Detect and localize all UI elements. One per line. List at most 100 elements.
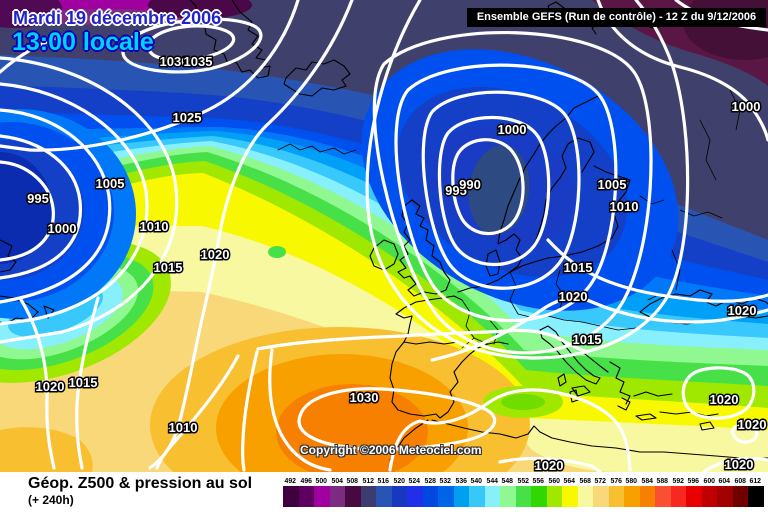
isobar-label: 1035: [184, 54, 213, 69]
scale-cell: [717, 486, 733, 507]
scale-cell: [484, 486, 500, 507]
scale-column: 604: [717, 476, 733, 507]
isobar-label: 995: [445, 183, 467, 198]
scale-column: 588: [655, 476, 671, 507]
scale-cell: [748, 486, 764, 507]
scale-cell: [639, 486, 655, 507]
isobar-label: 1015: [564, 260, 593, 275]
scale-value: 504: [331, 476, 343, 485]
scale-cell: [577, 486, 593, 507]
scale-cell: [407, 486, 423, 507]
scale-value: 592: [672, 476, 684, 485]
scale-value: 612: [749, 476, 762, 485]
isobar-label: 1000: [48, 221, 77, 236]
scale-cell: [515, 486, 531, 507]
scale-value: 560: [548, 476, 560, 485]
isobar-label: 1020: [535, 458, 564, 472]
scale-cell: [469, 486, 485, 507]
scale-column: 504: [329, 476, 345, 507]
scale-value: 524: [408, 476, 421, 485]
scale-column: 520: [391, 476, 407, 507]
scale-cell: [298, 486, 314, 507]
scale-column: 548: [500, 476, 516, 507]
scale-value: 588: [656, 476, 669, 485]
scale-column: 524: [407, 476, 423, 507]
scale-value: 572: [594, 476, 607, 485]
copyright-label: Copyright ©2006 Meteociel.com: [300, 443, 482, 457]
scale-value: 568: [579, 476, 591, 485]
scale-cell: [562, 486, 578, 507]
scale-value: 520: [393, 476, 405, 485]
scale-column: 552: [515, 476, 531, 507]
isobar-label: 1025: [173, 110, 202, 125]
scale-column: 596: [686, 476, 702, 507]
scale-column: 608: [732, 476, 748, 507]
isobar-label: 1010: [610, 199, 639, 214]
scale-cell: [546, 486, 562, 507]
scale-value: 580: [625, 476, 638, 485]
isobar-label: 1010: [140, 219, 169, 234]
scale-cell: [314, 486, 330, 507]
scale-cell: [686, 486, 702, 507]
scale-cell: [655, 486, 671, 507]
scale-cell: [593, 486, 609, 507]
isobar-label: 995: [27, 191, 49, 206]
scale-column: 508: [345, 476, 361, 507]
isobar-label: 1015: [69, 375, 98, 390]
scale-cell: [360, 486, 376, 507]
scale-column: 496: [298, 476, 314, 507]
scale-cell: [608, 486, 624, 507]
scale-value: 536: [455, 476, 467, 485]
scale-column: 536: [453, 476, 469, 507]
legend-title: Géop. Z500 & pression au sol: [28, 475, 253, 492]
model-run-banner: Ensemble GEFS (Run de contrôle) - 12 Z d…: [467, 8, 766, 27]
scale-cell: [391, 486, 407, 507]
scale-cell: [422, 486, 438, 507]
scale-value: 512: [362, 476, 374, 485]
scale-column: 600: [701, 476, 717, 507]
scale-value: 528: [424, 476, 436, 485]
isobar-label: 1000: [732, 99, 761, 114]
isobar-label: 1005: [598, 177, 627, 192]
scale-value: 576: [610, 476, 622, 485]
isobar-label: 1020: [725, 457, 754, 472]
scale-column: 612: [748, 476, 764, 507]
scale-column: 560: [546, 476, 562, 507]
isobar-label: 1020: [36, 379, 65, 394]
scale-value: 508: [346, 476, 359, 485]
scale-cell: [345, 486, 361, 507]
scale-column: 564: [562, 476, 578, 507]
isobar-label: 1015: [154, 260, 183, 275]
scale-column: 512: [360, 476, 376, 507]
isobar-label: 1020: [738, 417, 767, 432]
scale-column: 492: [283, 476, 299, 507]
isobar-label: 1000: [498, 122, 527, 137]
scale-value: 564: [563, 476, 576, 485]
scale-value: 548: [501, 476, 514, 485]
scale-cell: [732, 486, 748, 507]
scale-value: 540: [470, 476, 483, 485]
scale-cell: [624, 486, 640, 507]
isobar-label: 1005: [96, 176, 125, 191]
scale-column: 528: [422, 476, 438, 507]
scale-column: 556: [531, 476, 547, 507]
legend-band: Géop. Z500 & pression au sol (+ 240h) 49…: [0, 472, 768, 512]
scale-value: 596: [687, 476, 700, 485]
scale-cell: [438, 486, 454, 507]
scale-value: 584: [641, 476, 653, 485]
scale-cell: [670, 486, 686, 507]
scale-value: 600: [703, 476, 715, 485]
scale-value: 544: [486, 476, 498, 485]
scale-column: 580: [624, 476, 640, 507]
scale-column: 516: [376, 476, 392, 507]
scale-column: 568: [577, 476, 593, 507]
scale-column: 576: [608, 476, 624, 507]
scale-cell: [376, 486, 392, 507]
scale-value: 556: [532, 476, 545, 485]
scale-value: 552: [517, 476, 529, 485]
scale-cell: [531, 486, 547, 507]
scale-column: 532: [438, 476, 454, 507]
